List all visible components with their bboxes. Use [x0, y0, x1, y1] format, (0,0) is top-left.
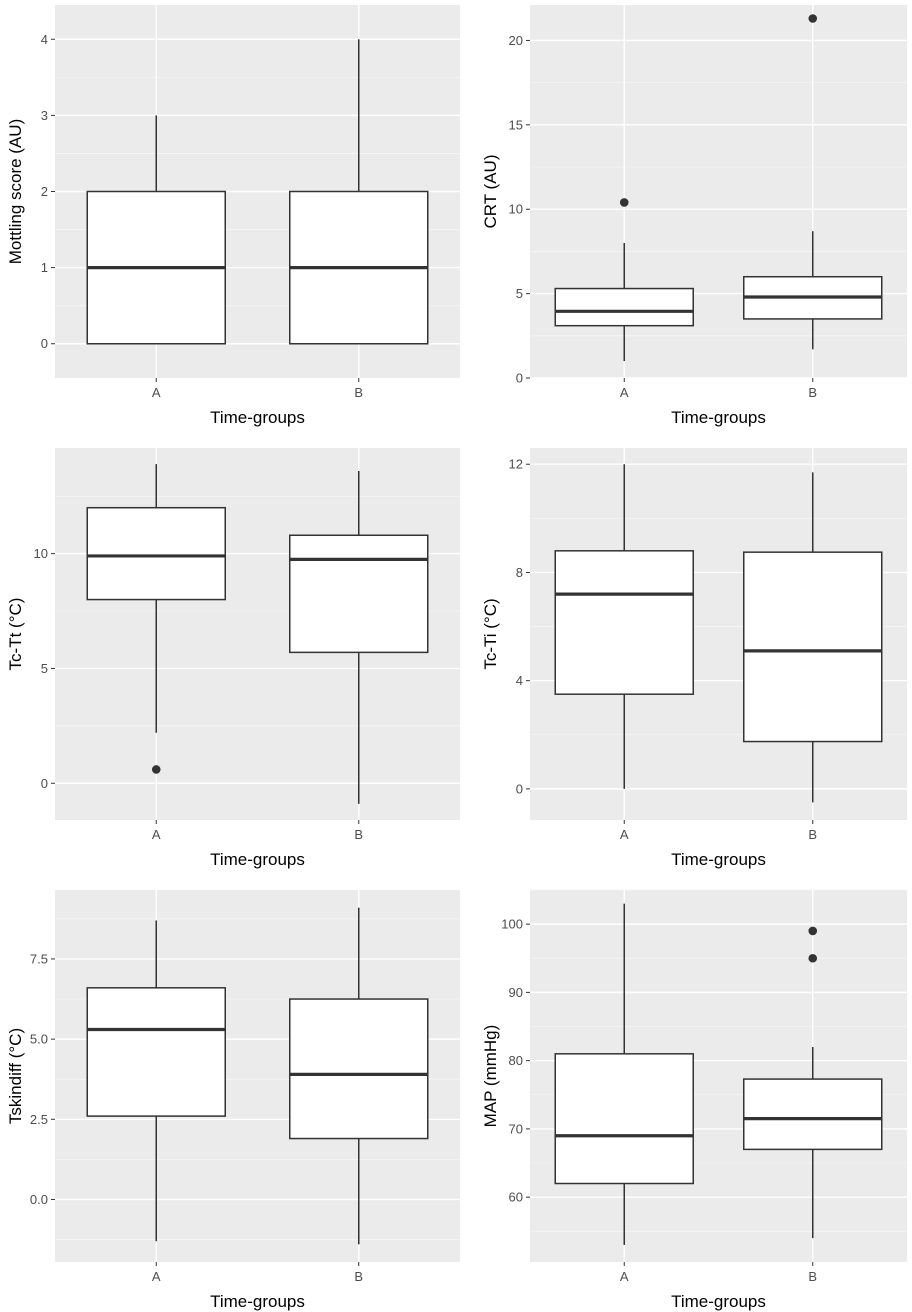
y-tick-label: 90 — [509, 985, 523, 1000]
y-tick-label: 5 — [41, 661, 48, 676]
outlier-point — [151, 765, 161, 774]
y-tick-label: 80 — [509, 1053, 523, 1068]
x-axis-title: Time-groups — [671, 1292, 766, 1311]
boxplot-B — [289, 470, 429, 804]
y-tick-label: 2 — [41, 184, 48, 199]
y-tick-label: 15 — [509, 117, 523, 132]
chart-panel-5: 0.0 2.5 5.0 7.5 A B Time-groups Tskindiff (°C) — [6, 890, 460, 1311]
x-axis-title: Time-groups — [210, 850, 305, 869]
y-tick-label: 4 — [41, 32, 48, 47]
y-tick-label: 0 — [516, 781, 523, 796]
x-tick-label: A — [620, 827, 629, 842]
x-axis-title: Time-groups — [210, 408, 305, 427]
box-iqr — [554, 287, 694, 327]
y-tick-label: 10 — [509, 202, 523, 217]
y-tick-label: 60 — [509, 1190, 523, 1205]
chart-panel-1: 0 1 2 3 4 A B Time-groups Mottling score (AU) — [6, 5, 460, 427]
boxplot-B — [743, 14, 883, 350]
chart-panel-4: 0 4 8 12 A B Time-groups Tc-Ti (°C) — [481, 448, 907, 869]
boxplot-B — [289, 907, 429, 1245]
y-tick-label: 10 — [34, 546, 48, 561]
y-tick-label: 12 — [509, 457, 523, 472]
x-tick-label: B — [808, 827, 817, 842]
y-tick-label: 0 — [41, 776, 48, 791]
x-tick-label: B — [354, 385, 363, 400]
x-tick-label: B — [808, 1269, 817, 1284]
box-iqr — [554, 1053, 694, 1185]
box-iqr — [289, 998, 429, 1140]
box-iqr — [743, 551, 883, 743]
y-tick-label: 20 — [509, 33, 523, 48]
y-tick-label: 0 — [516, 371, 523, 386]
x-axis-title: Time-groups — [671, 850, 766, 869]
chart-panel-3: 0 5 10 A B Time-groups Tc-Tt (°C) — [6, 448, 460, 869]
y-tick-label: 8 — [516, 565, 523, 580]
y-axis-title: Tc-Tt (°C) — [6, 598, 25, 671]
x-tick-label: A — [152, 1269, 161, 1284]
boxplot-A — [554, 198, 694, 362]
y-tick-label: 1 — [41, 260, 48, 275]
chart-panel-6: 60 70 80 90 100 A B Time-groups MAP (mmHg) — [481, 889, 907, 1311]
y-tick-label: 2.5 — [30, 1112, 48, 1127]
x-tick-label: A — [620, 1269, 629, 1284]
y-tick-label: 0 — [41, 336, 48, 351]
x-tick-label: B — [354, 827, 363, 842]
x-tick-label: B — [354, 1269, 363, 1284]
box-iqr — [743, 1078, 883, 1151]
y-tick-label: 70 — [509, 1121, 523, 1136]
y-axis-title: MAP (mmHg) — [481, 1025, 500, 1128]
y-axis-title: Tskindiff (°C) — [6, 1028, 25, 1124]
boxplot-A — [554, 903, 694, 1245]
boxplot-B — [743, 926, 883, 1239]
x-tick-label: B — [808, 385, 817, 400]
boxplot-B — [289, 39, 429, 345]
box-iqr — [86, 506, 226, 601]
outlier-point — [808, 953, 818, 963]
boxplot-A — [86, 920, 226, 1242]
box-iqr — [289, 534, 429, 654]
x-axis-title: Time-groups — [671, 408, 766, 427]
x-tick-label: A — [152, 827, 161, 842]
box-iqr — [554, 550, 694, 695]
x-tick-label: A — [152, 385, 161, 400]
y-tick-label: 7.5 — [30, 951, 48, 966]
x-tick-label: A — [620, 385, 629, 400]
x-axis-title: Time-groups — [210, 1292, 305, 1311]
y-axis-title: Tc-Ti (°C) — [481, 598, 500, 669]
boxplot-A — [86, 464, 226, 774]
boxplot-A — [554, 464, 694, 789]
y-tick-label: 5.0 — [30, 1032, 48, 1047]
y-axis-title: CRT (AU) — [481, 155, 500, 229]
boxplot-A — [86, 115, 226, 345]
y-tick-label: 3 — [41, 108, 48, 123]
y-axis-title: Mottling score (AU) — [6, 119, 25, 264]
chart-panel-2: 0 5 10 15 20 A B Time-groups CRT (AU) — [481, 5, 907, 427]
y-tick-label: 0.0 — [30, 1192, 48, 1207]
y-tick-label: 5 — [516, 286, 523, 301]
outlier-point — [808, 926, 818, 936]
y-tick-label: 100 — [501, 917, 523, 932]
outlier-point — [619, 198, 629, 207]
outlier-point — [808, 14, 818, 23]
y-tick-label: 4 — [516, 673, 523, 688]
box-iqr — [86, 987, 226, 1117]
boxplot-B — [743, 472, 883, 803]
